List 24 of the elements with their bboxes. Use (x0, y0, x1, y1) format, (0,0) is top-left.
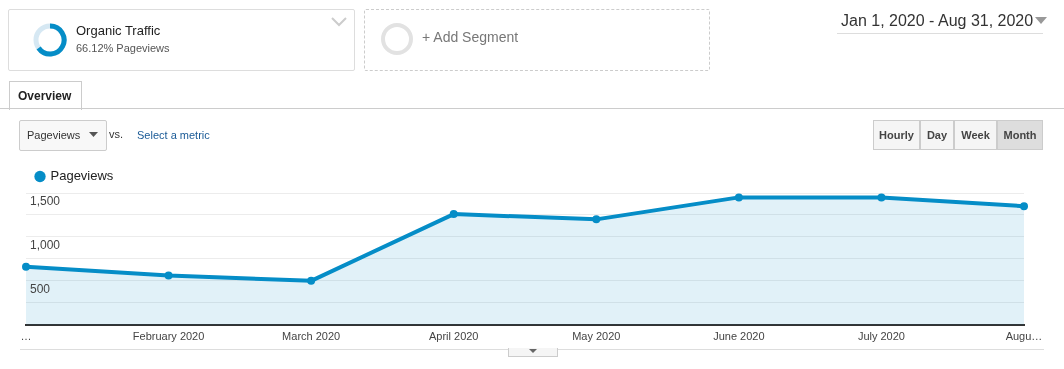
x-tick-label: June 2020 (713, 330, 765, 343)
x-tick-label: July 2020 (857, 330, 905, 343)
x-tick-label: February 2020 (132, 330, 205, 343)
text: Select a metric (137, 129, 210, 141)
x-tick-label: Augu… (1005, 330, 1043, 343)
text: Week (954, 120, 997, 150)
text: Overview (18, 89, 72, 103)
text: Organic Traffic (76, 23, 161, 38)
text: Month (997, 120, 1043, 150)
x-tick-label: May 2020 (572, 330, 621, 343)
y-tick-label: 500 (30, 282, 51, 297)
text: Jan 1, 2020 - Aug 31, 2020 (841, 12, 1034, 30)
text: 66.12% Pageviews (76, 42, 170, 54)
x-tick-label: March 2020 (282, 330, 341, 343)
text: Day (920, 120, 954, 150)
text: Pageviews (27, 129, 81, 141)
text: vs. (109, 128, 124, 140)
text: Hourly (873, 120, 920, 150)
y-tick-label: 1,000 (30, 238, 61, 253)
y-tick-label: 1,500 (30, 194, 61, 209)
legend-label: Pageviews (50, 168, 114, 184)
text: + Add Segment (422, 29, 519, 45)
x-tick-label: April 2020 (428, 330, 479, 343)
x-tick-label: … (20, 330, 32, 343)
